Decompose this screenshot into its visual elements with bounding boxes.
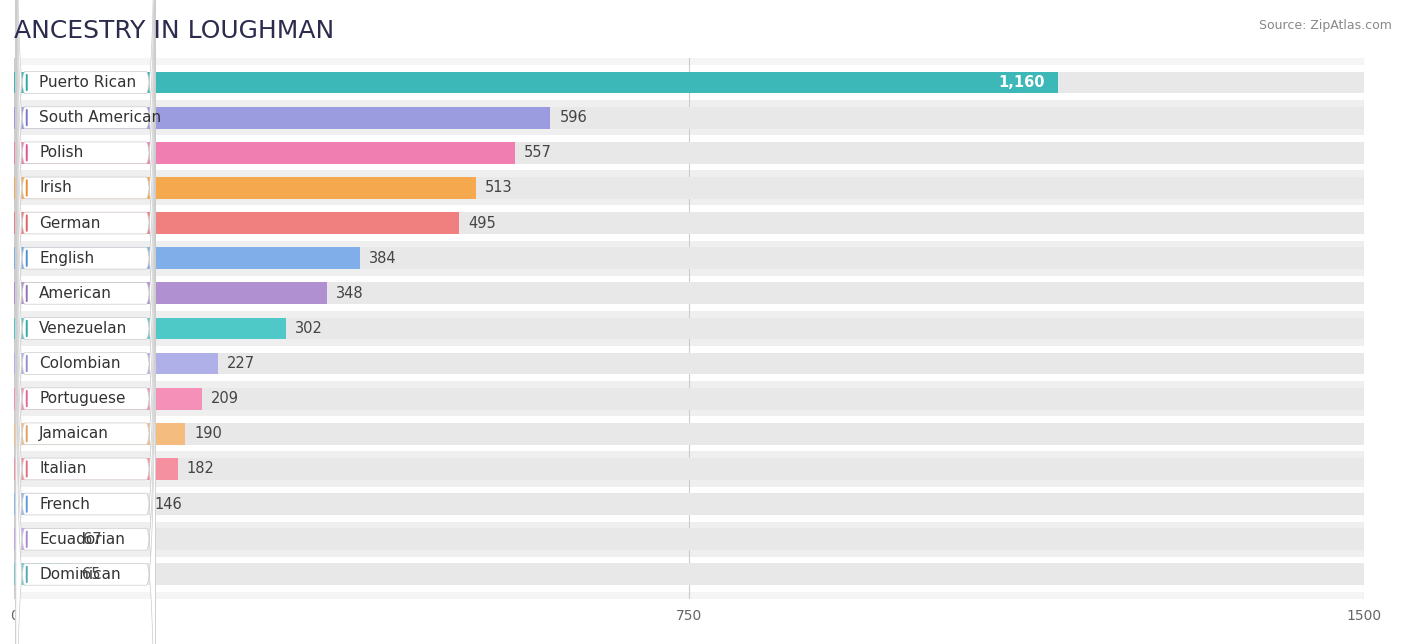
Text: 146: 146 [155, 497, 183, 511]
Bar [14, 241, 1364, 276]
Text: Puerto Rican: Puerto Rican [39, 75, 136, 90]
Text: 557: 557 [524, 146, 553, 160]
FancyBboxPatch shape [15, 0, 155, 528]
FancyBboxPatch shape [15, 234, 155, 644]
Bar [14, 416, 1364, 451]
Text: 67: 67 [83, 532, 103, 547]
Text: Source: ZipAtlas.com: Source: ZipAtlas.com [1258, 19, 1392, 32]
FancyBboxPatch shape [15, 199, 155, 644]
Text: 65: 65 [82, 567, 100, 582]
Bar [14, 247, 360, 269]
Bar [14, 317, 1364, 339]
Bar [14, 528, 75, 550]
Bar [14, 493, 145, 515]
Text: 182: 182 [187, 462, 215, 477]
Text: 1,160: 1,160 [998, 75, 1045, 90]
Bar [14, 564, 73, 585]
Bar [14, 458, 177, 480]
Text: Polish: Polish [39, 146, 83, 160]
FancyBboxPatch shape [15, 0, 155, 598]
Text: Irish: Irish [39, 180, 72, 195]
Bar [14, 142, 1364, 164]
Bar [14, 142, 515, 164]
Text: Portuguese: Portuguese [39, 391, 125, 406]
FancyBboxPatch shape [15, 59, 155, 644]
Text: Venezuelan: Venezuelan [39, 321, 128, 336]
Text: American: American [39, 286, 112, 301]
Bar [14, 486, 1364, 522]
Bar [14, 107, 550, 129]
Bar [14, 423, 186, 445]
Text: 513: 513 [485, 180, 512, 195]
Text: Ecuadorian: Ecuadorian [39, 532, 125, 547]
Bar [14, 493, 1364, 515]
Bar [14, 100, 1364, 135]
FancyBboxPatch shape [15, 23, 155, 644]
FancyBboxPatch shape [15, 164, 155, 644]
Text: 227: 227 [228, 356, 256, 371]
FancyBboxPatch shape [15, 0, 155, 458]
Bar [14, 205, 1364, 241]
Text: 495: 495 [468, 216, 496, 231]
Bar [14, 388, 1364, 410]
Bar [14, 107, 1364, 129]
Text: English: English [39, 251, 94, 266]
Bar [14, 564, 1364, 585]
FancyBboxPatch shape [15, 0, 155, 644]
Text: Colombian: Colombian [39, 356, 121, 371]
FancyBboxPatch shape [15, 0, 155, 634]
Bar [14, 247, 1364, 269]
Bar [14, 212, 460, 234]
Text: French: French [39, 497, 90, 511]
FancyBboxPatch shape [15, 0, 155, 564]
Bar [14, 283, 1364, 304]
FancyBboxPatch shape [15, 93, 155, 644]
Bar [14, 212, 1364, 234]
Bar [14, 177, 1364, 199]
FancyBboxPatch shape [15, 0, 155, 493]
Text: Italian: Italian [39, 462, 87, 477]
Text: 596: 596 [560, 110, 588, 125]
Bar [14, 311, 1364, 346]
Bar [14, 522, 1364, 557]
Text: 384: 384 [368, 251, 396, 266]
Text: Dominican: Dominican [39, 567, 121, 582]
Bar [14, 451, 1364, 486]
Bar [14, 171, 1364, 205]
Text: 348: 348 [336, 286, 364, 301]
Bar [14, 353, 1364, 374]
Bar [14, 135, 1364, 171]
FancyBboxPatch shape [15, 129, 155, 644]
Bar [14, 353, 218, 374]
Text: 209: 209 [211, 391, 239, 406]
Bar [14, 317, 285, 339]
Bar [14, 557, 1364, 592]
Text: German: German [39, 216, 101, 231]
Text: South American: South American [39, 110, 162, 125]
Bar [14, 388, 202, 410]
Bar [14, 71, 1057, 93]
Bar [14, 381, 1364, 416]
Bar [14, 177, 475, 199]
Bar [14, 528, 1364, 550]
Text: 302: 302 [295, 321, 323, 336]
Bar [14, 458, 1364, 480]
Bar [14, 71, 1364, 93]
Bar [14, 65, 1364, 100]
Bar [14, 276, 1364, 311]
Bar [14, 423, 1364, 445]
Bar [14, 283, 328, 304]
Text: ANCESTRY IN LOUGHMAN: ANCESTRY IN LOUGHMAN [14, 19, 335, 43]
FancyBboxPatch shape [15, 0, 155, 423]
Text: 190: 190 [194, 426, 222, 441]
Bar [14, 346, 1364, 381]
Text: Jamaican: Jamaican [39, 426, 110, 441]
